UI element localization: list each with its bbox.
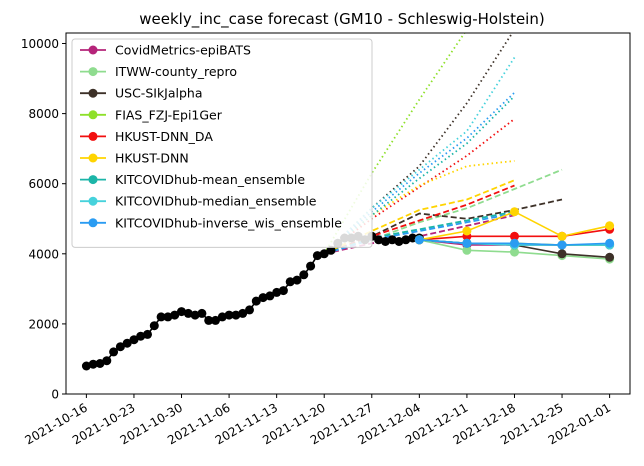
- truth-point: [394, 237, 404, 246]
- truth-point: [238, 308, 248, 318]
- legend-label: CovidMetrics-epiBATS: [115, 43, 251, 58]
- forecast-range-line: [323, 198, 563, 255]
- truth-point: [292, 275, 302, 285]
- truth-point: [102, 356, 112, 366]
- forecast-range-line: [323, 210, 515, 255]
- truth-point: [258, 293, 268, 303]
- legend-label: KITCOVIDhub-median_ensemble: [115, 194, 317, 209]
- truth-point: [278, 286, 288, 296]
- legend-marker: [88, 153, 98, 163]
- legend-label: ITWW-county_repro: [115, 64, 237, 79]
- legend-marker: [88, 175, 98, 185]
- series-point: [462, 238, 472, 248]
- truth-point: [285, 277, 295, 287]
- truth-point: [380, 237, 390, 246]
- legend-box: [71, 38, 373, 248]
- truth-point: [265, 291, 275, 301]
- y-tick-label: 8000: [28, 107, 59, 121]
- legend-marker: [88, 131, 98, 141]
- series-point: [462, 245, 472, 255]
- legend-marker: [88, 218, 98, 228]
- truth-point: [217, 312, 227, 322]
- truth-point: [115, 342, 125, 352]
- forecast-range-line: [323, 184, 515, 255]
- series-point: [510, 247, 519, 257]
- series-point: [510, 238, 519, 248]
- truth-point: [299, 270, 309, 280]
- legend-marker: [88, 45, 98, 55]
- chart-title: weekly_inc_case forecast (GM10 - Schlesw…: [139, 10, 544, 29]
- truth-point: [143, 329, 152, 339]
- truth-point: [129, 335, 139, 345]
- series-point: [605, 238, 615, 248]
- legend-label: HKUST-DNN_DA: [115, 129, 213, 144]
- series-point: [510, 231, 519, 241]
- legend-marker: [88, 88, 98, 98]
- legend-label: KITCOVIDhub-inverse_wis_ensemble: [115, 215, 342, 230]
- truth-point: [306, 261, 316, 271]
- truth-point: [387, 235, 397, 245]
- truth-point: [231, 310, 241, 320]
- forecast-range-line: [323, 179, 515, 255]
- truth-point: [149, 321, 159, 331]
- truth-point: [211, 315, 220, 325]
- series-point: [605, 221, 615, 231]
- truth-point: [245, 305, 254, 315]
- legend-marker: [88, 196, 98, 206]
- forecast-range-line: [323, 57, 516, 255]
- truth-point: [156, 312, 166, 322]
- legend-label: KITCOVIDhub-mean_ensemble: [115, 172, 305, 187]
- truth-point: [109, 347, 119, 357]
- truth-point: [326, 245, 336, 255]
- y-tick-label: 10000: [21, 37, 59, 51]
- truth-point: [251, 296, 261, 306]
- truth-point: [88, 359, 98, 369]
- legend-marker: [88, 110, 98, 120]
- truth-point: [81, 361, 91, 371]
- truth-point: [204, 315, 214, 325]
- series-point: [557, 240, 567, 250]
- y-tick-label: 6000: [28, 177, 59, 191]
- truth-point: [183, 308, 193, 318]
- truth-point: [374, 235, 384, 245]
- truth-point: [170, 310, 180, 320]
- truth-point: [122, 338, 132, 348]
- truth-point: [319, 249, 329, 259]
- legend-marker: [88, 67, 98, 77]
- series-point: [414, 235, 424, 245]
- truth-point: [312, 251, 322, 261]
- series-point: [557, 231, 567, 241]
- legend-label: FIAS_FZJ-Epi1Ger: [115, 107, 223, 122]
- series-point: [557, 249, 567, 259]
- truth-point: [401, 235, 411, 245]
- legend: CovidMetrics-epiBATS ITWW-county_repro USC…: [71, 38, 373, 248]
- y-tick-label: 2000: [28, 317, 59, 331]
- legend-label: HKUST-DNN: [115, 151, 189, 166]
- y-tick-label: 4000: [28, 247, 59, 261]
- truth-point: [197, 308, 207, 318]
- y-tick-label: 0: [51, 388, 59, 402]
- truth-point: [224, 310, 234, 320]
- truth-point: [190, 310, 200, 320]
- truth-point: [136, 331, 146, 341]
- series-point: [510, 207, 519, 217]
- series-point: [462, 226, 472, 236]
- axes-frame: [65, 32, 631, 395]
- truth-point: [163, 312, 173, 322]
- forecast-range-line: [323, 212, 515, 255]
- truth-point: [95, 359, 105, 368]
- truth-point: [177, 307, 186, 317]
- legend-label: USC-SIkJalpha: [115, 86, 203, 101]
- series-point: [605, 252, 615, 262]
